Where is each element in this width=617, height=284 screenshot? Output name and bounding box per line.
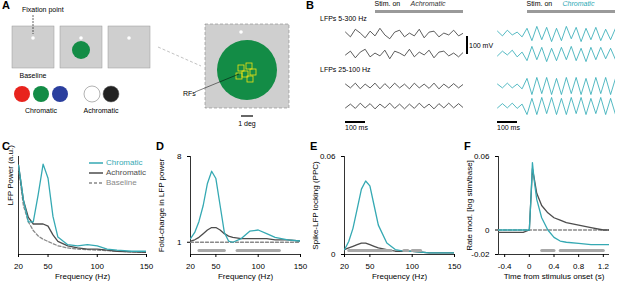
svg-text:150: 150 (140, 262, 154, 271)
html-text:100 ms: 100 ms (497, 124, 520, 131)
svg-text:LFP Power (a.u.): LFP Power (a.u.) (6, 145, 15, 206)
svg-text:Fixation point: Fixation point (22, 6, 64, 14)
html-text:LFPs 5-300 Hz: LFPs 5-300 Hz (320, 15, 367, 22)
html-text:F: F (464, 140, 471, 152)
svg-text:100: 100 (252, 262, 266, 271)
svg-text:20: 20 (340, 262, 349, 271)
svg-text:100: 100 (91, 262, 105, 271)
svg-text:Frequency (Hz): Frequency (Hz) (55, 272, 110, 281)
svg-text:150: 150 (294, 262, 308, 271)
html-text:A: A (2, 0, 10, 11)
html-text:E: E (310, 140, 318, 152)
svg-text:8: 8 (177, 152, 182, 161)
svg-text:0.4: 0.4 (548, 262, 560, 271)
html-text:Achromatic: Achromatic (106, 168, 146, 177)
html-text:Baseline: Baseline (106, 178, 137, 187)
svg-text:150: 150 (448, 262, 462, 271)
html-text:Achromatic: Achromatic (410, 0, 446, 7)
svg-text:Achromatic: Achromatic (83, 107, 119, 114)
html-text:LFPs 25-100 Hz: LFPs 25-100 Hz (320, 66, 371, 73)
svg-text:Chromatic: Chromatic (25, 107, 57, 114)
html-text:D: D (156, 140, 164, 152)
svg-text:0: 0 (331, 250, 336, 259)
svg-text:50: 50 (365, 262, 374, 271)
svg-text:20: 20 (14, 262, 23, 271)
svg-text:0: 0 (527, 262, 532, 271)
svg-text:1: 1 (177, 238, 182, 247)
svg-text:Frequency (Hz): Frequency (Hz) (372, 272, 427, 281)
html-text:100 ms: 100 ms (345, 124, 368, 131)
svg-text:Frequency (Hz): Frequency (Hz) (218, 272, 273, 281)
svg-text:20: 20 (186, 262, 195, 271)
html-text:Stim. on: Stim. on (374, 0, 401, 7)
svg-text:Fold-change in LFP power: Fold-change in LFP power (157, 158, 166, 252)
html-text:B: B (306, 0, 314, 11)
html-text:Chromatic: Chromatic (106, 158, 143, 167)
svg-text:Rate mod. [log stim/base]: Rate mod. [log stim/base] (465, 160, 474, 251)
html-text:100 mV: 100 mV (469, 42, 494, 49)
html-text:C: C (2, 140, 10, 152)
svg-text:-0.4: -0.4 (498, 262, 512, 271)
svg-text:0.06: 0.06 (320, 152, 336, 161)
svg-text:50: 50 (211, 262, 220, 271)
svg-text:Spike-LFP locking (PPC): Spike-LFP locking (PPC) (311, 161, 320, 250)
svg-text:-0.02: -0.02 (471, 250, 490, 260)
svg-text:0.06: 0.06 (474, 152, 490, 161)
html-text:Stim. on: Stim. on (526, 0, 553, 7)
svg-text:Time from stimulus onset (s): Time from stimulus onset (s) (504, 272, 605, 281)
html-text:Chromatic: Chromatic (562, 0, 595, 7)
svg-text:50: 50 (44, 262, 53, 271)
svg-text:Baseline: Baseline (20, 72, 47, 79)
svg-text:RFs: RFs (183, 90, 196, 97)
svg-text:1 deg: 1 deg (238, 120, 256, 128)
svg-text:1.2: 1.2 (598, 262, 610, 271)
svg-text:100: 100 (406, 262, 420, 271)
svg-text:0.8: 0.8 (573, 262, 585, 271)
svg-text:0: 0 (485, 226, 490, 235)
